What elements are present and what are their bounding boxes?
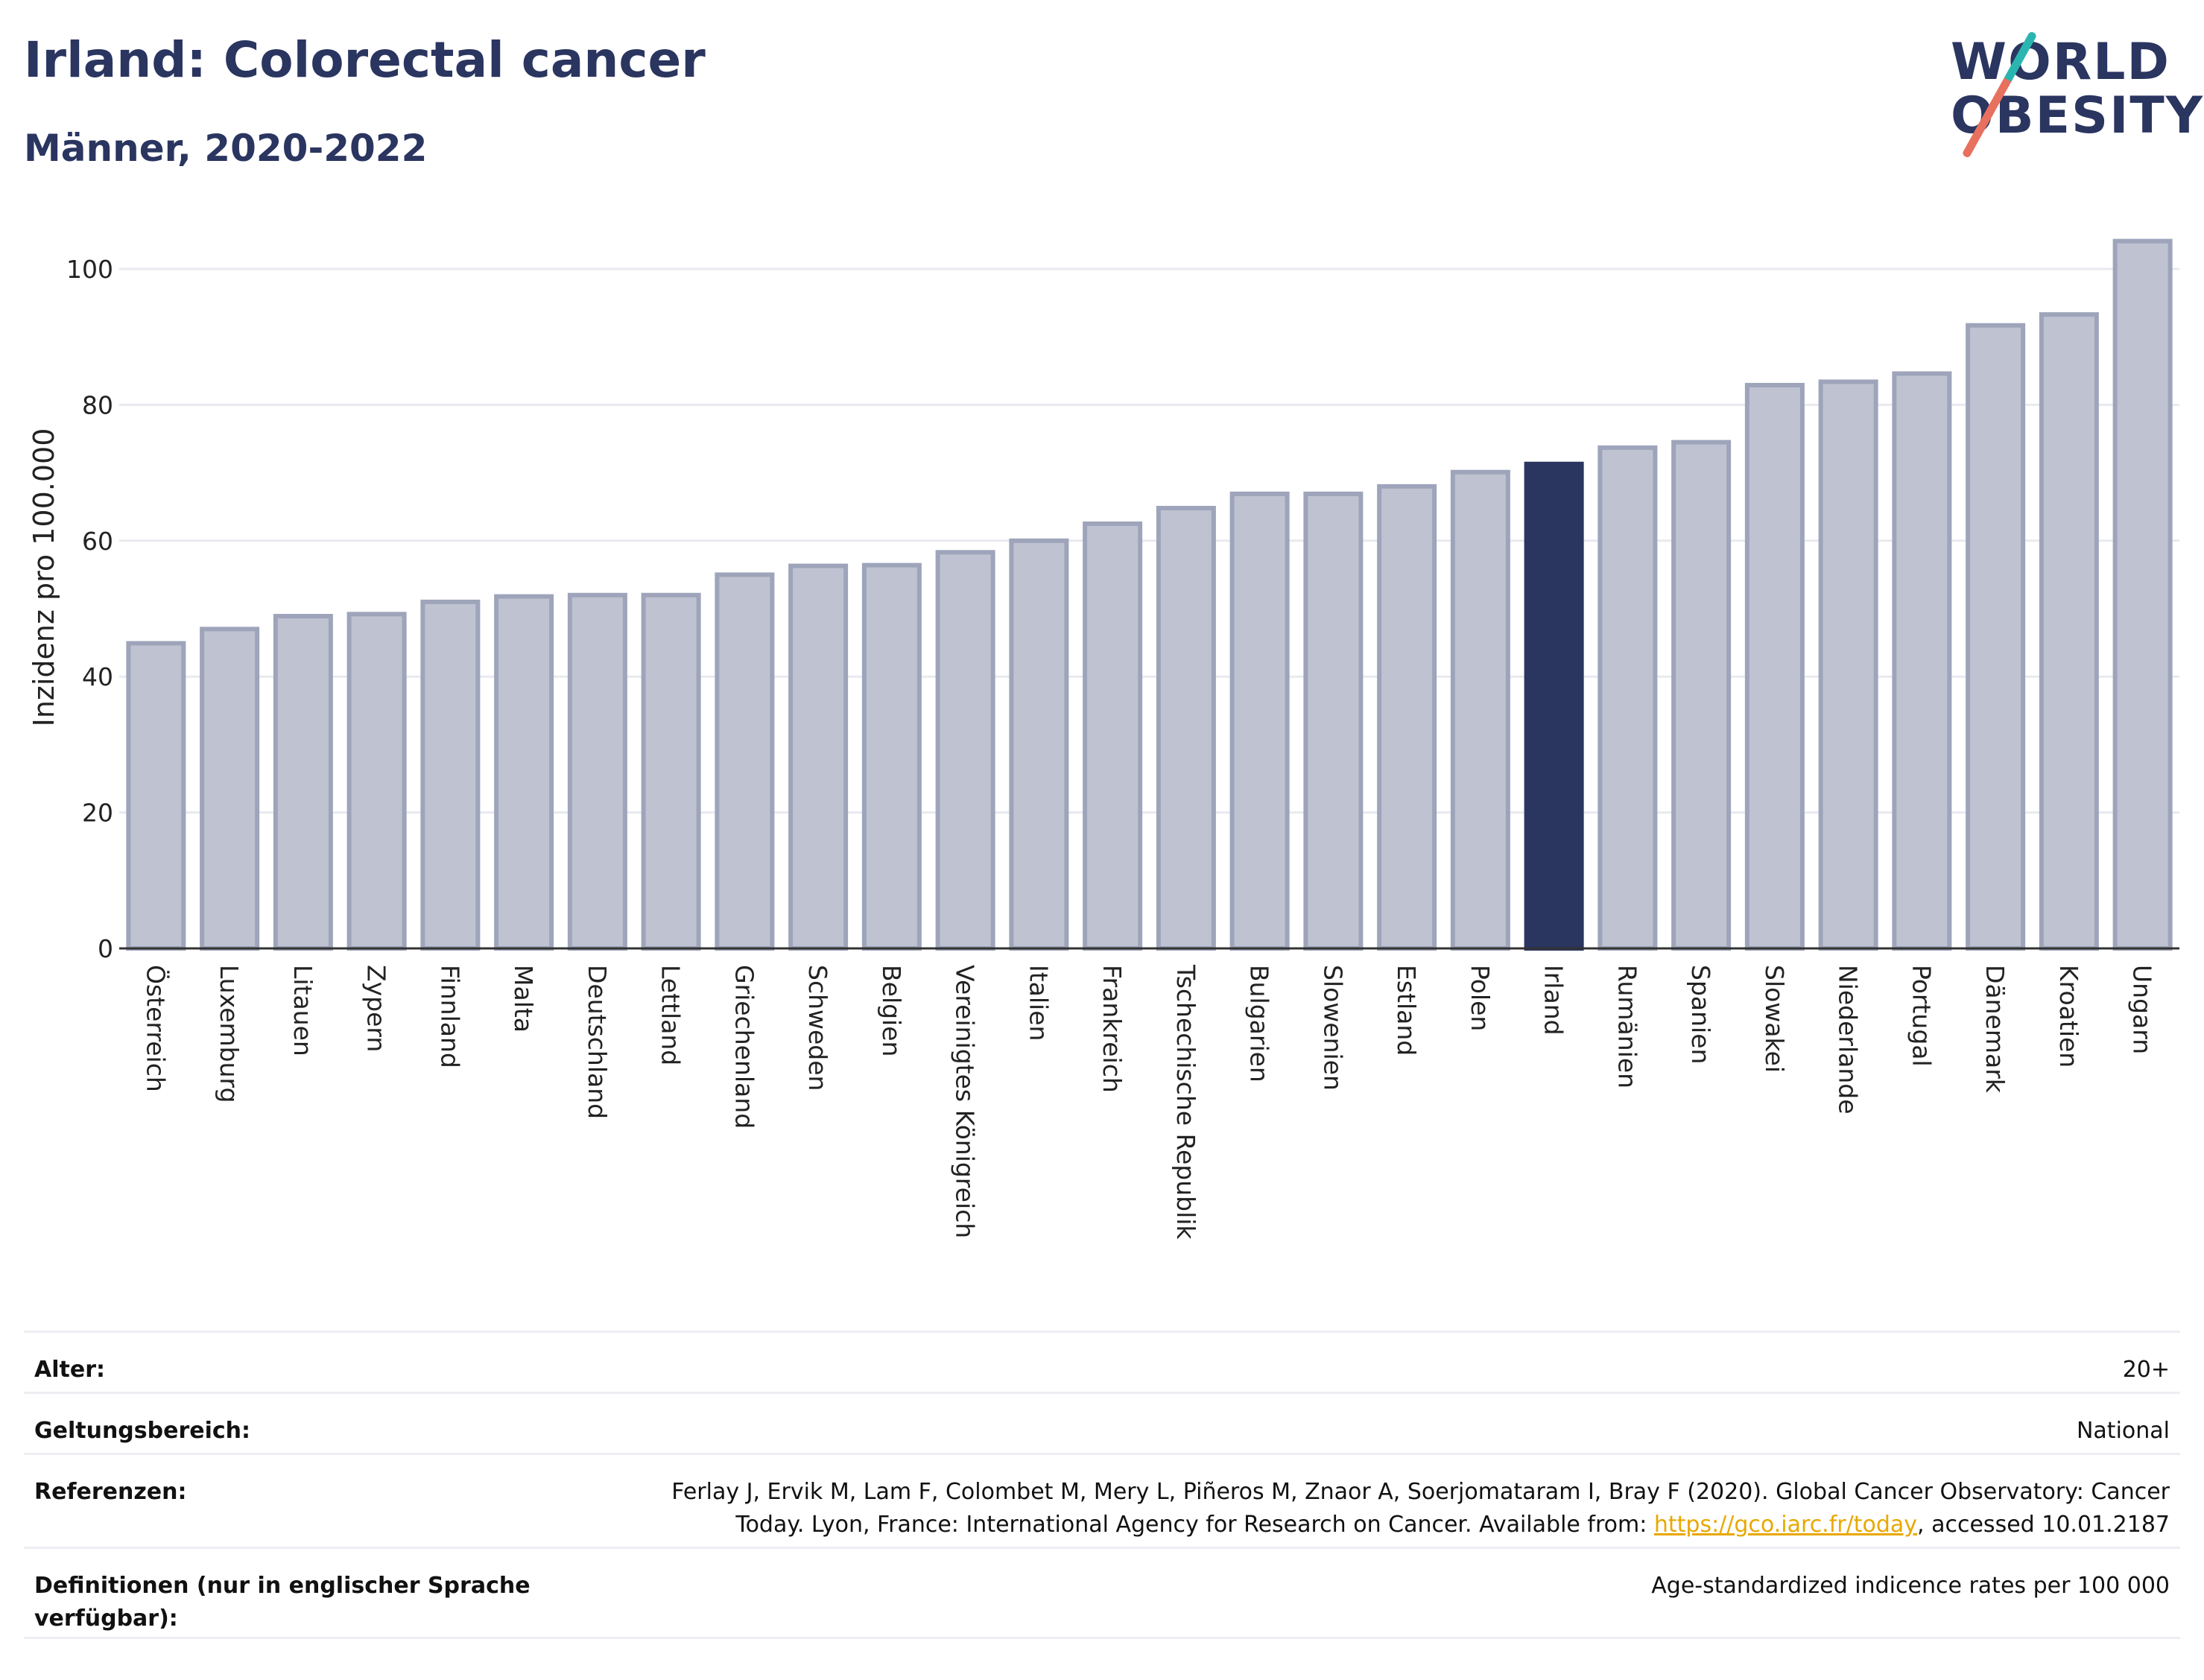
x-tick-label: Spanien — [1686, 965, 1715, 1064]
x-tick-label: Frankreich — [1098, 965, 1127, 1093]
x-tick-label: Luxemburg — [215, 965, 244, 1103]
bar — [1597, 445, 1658, 951]
bar — [494, 594, 554, 951]
bar — [1009, 538, 1069, 951]
bar — [346, 612, 407, 951]
y-tick-label: 0 — [98, 934, 113, 963]
x-tick-label: Irland — [1539, 965, 1568, 1036]
info-value-age: 20+ — [2122, 1357, 2170, 1383]
y-tick-label: 60 — [82, 527, 113, 556]
x-tick-label: Griechenland — [729, 965, 759, 1129]
info-label-age: Alter: — [34, 1357, 105, 1383]
x-tick-label: Vereinigtes Königreich — [951, 965, 980, 1238]
info-label-definitions: Definitionen (nur in englischer Sprache … — [34, 1573, 531, 1632]
bar — [1450, 469, 1510, 951]
bar — [861, 562, 922, 951]
y-axis-ticks: 0 20 40 60 80 100 — [66, 255, 113, 963]
reference-accessed: , accessed 10.01.2187 — [1917, 1512, 2170, 1538]
x-tick-label: Rumänien — [1612, 965, 1641, 1088]
info-row-references: Referenzen: Ferlay J, Ervik M, Lam F, Co… — [24, 1453, 2180, 1547]
bar — [935, 550, 995, 951]
x-tick-label: Ungarn — [2128, 965, 2157, 1054]
bar — [1818, 379, 1878, 951]
info-row-definitions: Definitionen (nur in englischer Sprache … — [24, 1547, 2180, 1639]
bar — [2112, 238, 2173, 951]
x-tick-label: Kroatien — [2054, 965, 2083, 1068]
bar — [2039, 312, 2099, 951]
bar — [420, 599, 481, 951]
bar — [1377, 484, 1437, 951]
bar — [641, 592, 701, 951]
info-label-scope: Geltungsbereich: — [34, 1418, 251, 1444]
bar — [1156, 506, 1216, 951]
x-tick-label: Lettland — [656, 965, 685, 1065]
bar — [1229, 491, 1290, 951]
x-tick-label: Deutschland — [583, 965, 612, 1119]
bar — [567, 592, 627, 951]
x-tick-label: Niederlande — [1834, 965, 1863, 1115]
y-tick-label: 40 — [82, 662, 113, 691]
y-tick-label: 100 — [66, 255, 113, 284]
x-tick-label: Zypern — [362, 965, 391, 1052]
bar — [273, 614, 333, 951]
x-tick-label: Belgien — [877, 965, 906, 1056]
y-axis-title: Inzidenz pro 100.000 — [28, 428, 60, 727]
info-label-references: Referenzen: — [34, 1479, 187, 1505]
info-row-scope: Geltungsbereich: National — [24, 1392, 2180, 1453]
info-value-definitions: Age-standardized indicence rates per 100… — [1651, 1573, 2170, 1599]
x-tick-label: Malta — [509, 965, 538, 1033]
bar — [1892, 371, 1952, 951]
bar — [1303, 491, 1364, 951]
x-tick-label: Tschechische Republik — [1171, 964, 1200, 1240]
x-tick-label: Slowakei — [1760, 965, 1789, 1073]
bar — [1671, 440, 1732, 951]
reference-text: Ferlay J, Ervik M, Lam F, Colombet M, Me… — [671, 1479, 2170, 1538]
world-obesity-logo: WORLD OBESITY — [1937, 22, 2203, 164]
bar — [1744, 382, 1805, 951]
bars — [126, 238, 2173, 951]
bar — [1966, 323, 2026, 951]
x-tick-label: Schweden — [803, 965, 832, 1091]
x-tick-label: Dänemark — [1980, 965, 2010, 1094]
info-table: Alter: 20+ Geltungsbereich: National Ref… — [24, 1331, 2180, 1639]
chart-title: Irland: Colorectal cancer — [24, 31, 706, 89]
x-tick-label: Estland — [1392, 965, 1421, 1056]
y-tick-label: 80 — [82, 390, 113, 419]
bar-highlighted — [1524, 461, 1584, 951]
x-tick-label: Slowenien — [1318, 965, 1347, 1091]
x-tick-label: Polen — [1466, 965, 1495, 1031]
info-value-scope: National — [2076, 1418, 2170, 1444]
x-tick-label: Österreich — [141, 965, 171, 1092]
chart-subtitle: Männer, 2020-2022 — [24, 127, 428, 170]
bar — [126, 641, 186, 951]
x-tick-label: Litauen — [288, 965, 317, 1056]
x-axis-ticks: Österreich Luxemburg Litauen Zypern Finnland… — [141, 964, 2156, 1240]
x-tick-label: Italien — [1024, 965, 1053, 1041]
x-tick-label: Finnland — [435, 965, 464, 1068]
x-tick-label: Bulgarien — [1245, 965, 1274, 1083]
x-tick-label: Portugal — [1907, 965, 1936, 1067]
bar — [1083, 522, 1143, 951]
bar-chart: 0 20 40 60 80 100 Österreich Luxemburg Litauen Z… — [28, 238, 2179, 1240]
logo-word-world: WORLD — [1951, 33, 2170, 92]
bar — [715, 572, 775, 951]
info-value-references: Ferlay J, Ervik M, Lam F, Colombet M, Me… — [605, 1476, 2170, 1541]
bar — [200, 627, 260, 951]
bar — [788, 563, 849, 951]
info-row-age: Alter: 20+ — [24, 1331, 2180, 1392]
reference-link[interactable]: https://gco.iarc.fr/today — [1653, 1512, 1918, 1538]
y-tick-label: 20 — [82, 799, 113, 828]
